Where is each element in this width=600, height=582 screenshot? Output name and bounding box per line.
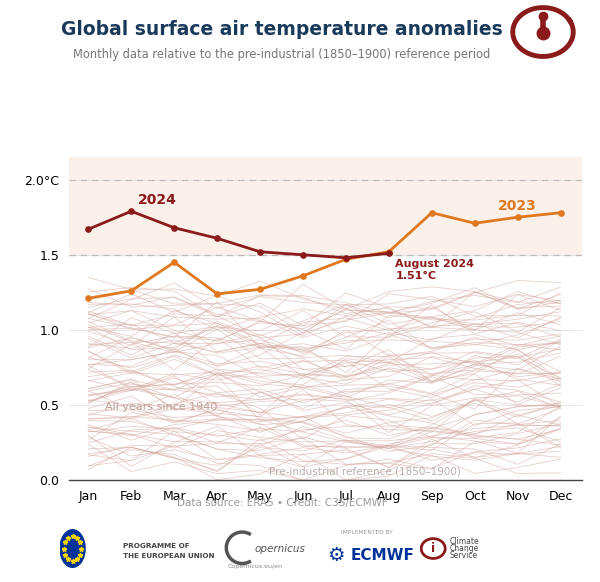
Text: Change: Change — [450, 544, 479, 553]
Text: Monthly data relative to the pre-industrial (1850–1900) reference period: Monthly data relative to the pre-industr… — [73, 48, 491, 61]
Bar — [69, 157, 582, 255]
Text: 2024: 2024 — [137, 193, 176, 207]
Text: Global surface air temperature anomalies: Global surface air temperature anomalies — [61, 20, 503, 40]
Text: IMPLEMENTED BY: IMPLEMENTED BY — [341, 530, 392, 535]
Text: Pre-industrial reference (1850–1900): Pre-industrial reference (1850–1900) — [269, 467, 460, 477]
Text: Data source: ERA5 • Credit: C3S/ECMWF: Data source: ERA5 • Credit: C3S/ECMWF — [176, 498, 388, 508]
Text: opernicus: opernicus — [254, 544, 305, 554]
Text: i: i — [431, 542, 435, 555]
Text: Service: Service — [450, 552, 478, 560]
Text: ECMWF: ECMWF — [350, 548, 415, 563]
Text: PROGRAMME OF: PROGRAMME OF — [123, 543, 190, 549]
Text: August 2024: August 2024 — [395, 260, 474, 269]
Text: 2023: 2023 — [498, 198, 537, 213]
Text: 1.51°C: 1.51°C — [395, 271, 436, 281]
Text: ⚙: ⚙ — [327, 545, 345, 565]
Text: Copernicus.eu/en: Copernicus.eu/en — [227, 564, 283, 569]
Circle shape — [60, 530, 85, 567]
Text: All years since 1940: All years since 1940 — [106, 402, 218, 411]
Text: THE EUROPEAN UNION: THE EUROPEAN UNION — [123, 553, 215, 559]
Text: Climate: Climate — [450, 537, 479, 545]
